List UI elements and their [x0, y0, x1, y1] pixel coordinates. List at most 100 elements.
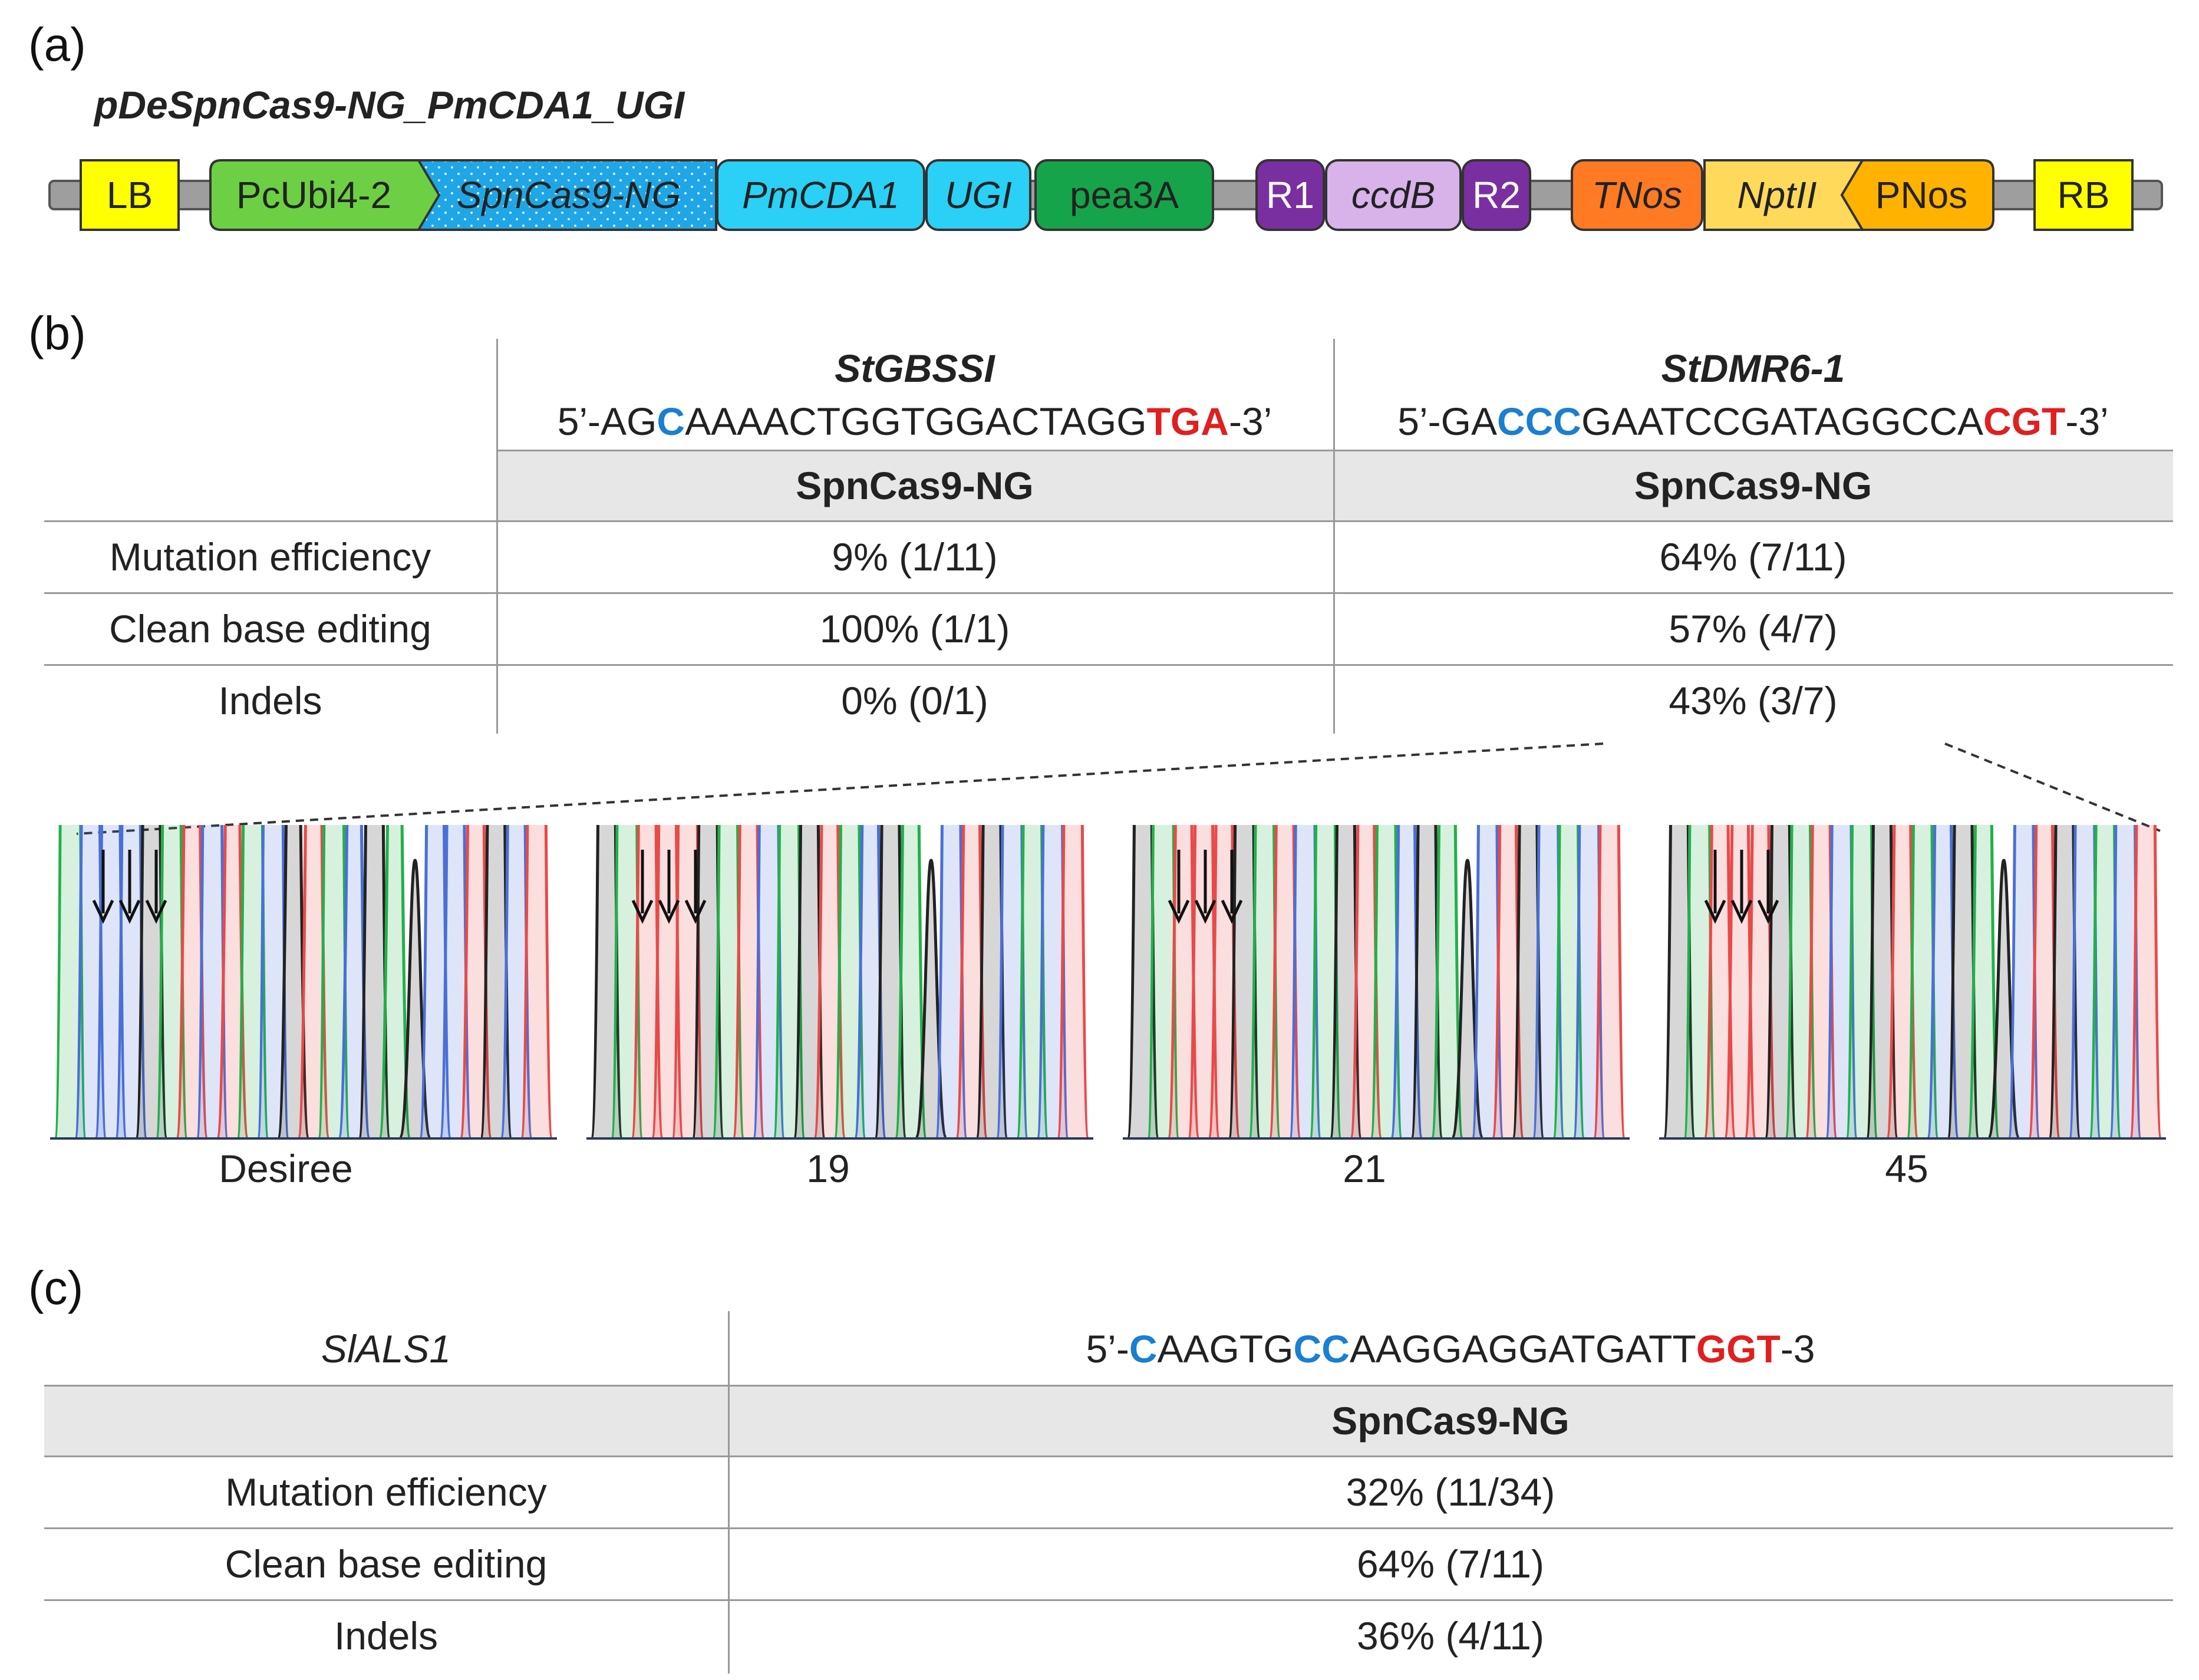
r1-element: R1	[1255, 159, 1325, 231]
trace-peak	[378, 825, 412, 1139]
seq-stdmr6-pam: CGT	[1983, 400, 2066, 443]
tnos-element: TNos	[1571, 159, 1703, 231]
trace-label-45: 45	[1885, 1147, 1928, 1190]
trace-peak	[1329, 825, 1363, 1139]
table-divider	[496, 339, 498, 734]
panel-label-b: (b)	[28, 307, 86, 359]
row-label: Clean base editing	[109, 607, 431, 651]
pea3a-element: pea3A	[1034, 159, 1214, 231]
seq-slals1-pam: GGT	[1696, 1327, 1781, 1371]
enzyme-header-c: SpnCas9-NG	[1331, 1399, 1570, 1443]
table-divider	[44, 664, 2173, 666]
seq-slals1-part-a: AAGTG	[1157, 1327, 1294, 1371]
gene-stgbssi: StGBSSI	[835, 346, 995, 390]
lb-label: LB	[106, 174, 153, 216]
trace-peak	[1865, 825, 1899, 1139]
trace-label-desiree: Desiree	[219, 1147, 353, 1190]
seq-stdmr6-1: 5’-GA CCC GAATCCGATAGGCCA CGT -3’	[1333, 395, 2173, 448]
table-c-header-band	[44, 1386, 2173, 1455]
trace-peak	[1593, 825, 1626, 1139]
seq-slals1-prefix: 5’-	[1086, 1327, 1129, 1371]
chromatogram-trace	[1123, 825, 1630, 1140]
table-divider	[44, 1527, 2173, 1529]
row-label: Indels	[334, 1614, 439, 1658]
arrow-down-icon	[658, 899, 680, 924]
seq-stgbssi-middle: AAAACTGGTGGACTAGG	[685, 400, 1147, 443]
table-divider	[496, 450, 2173, 451]
chromatogram-trace	[586, 825, 1093, 1140]
trace-peak	[1946, 825, 1980, 1139]
trace-peak	[793, 825, 826, 1139]
row-value: 32% (11/34)	[1346, 1470, 1555, 1514]
tnos-label: TNos	[1592, 174, 1682, 216]
table-divider	[1333, 339, 1335, 734]
row-value: 57% (4/7)	[1669, 607, 1838, 651]
table-divider	[44, 520, 2173, 522]
row-value: 43% (3/7)	[1669, 679, 1838, 722]
trace-peak	[1905, 825, 1940, 1139]
rb-label: RB	[2057, 174, 2110, 216]
gene-stdmr6-1: StDMR6-1	[1661, 346, 1845, 390]
trace-peak	[2129, 825, 2162, 1139]
arrow-down-icon	[118, 899, 141, 924]
construct-title: pDeSpnCas9-NG_PmCDA1_UGI	[94, 83, 685, 127]
r1-label: R1	[1266, 174, 1314, 216]
row-label: Clean base editing	[225, 1542, 548, 1586]
nptii-label: NptII	[1737, 174, 1817, 216]
pmcda1-element: PmCDA1	[716, 159, 925, 231]
trace-label-19: 19	[806, 1147, 850, 1190]
row-value: 0% (0/1)	[841, 679, 988, 722]
ccdb-label: ccdB	[1351, 174, 1436, 216]
seq-stgbssi-pam: TGA	[1146, 400, 1229, 443]
trace-peak	[439, 825, 473, 1139]
trace-peak	[256, 825, 290, 1139]
row-value: 100% (1/1)	[819, 607, 1010, 651]
seq-stgbssi-target-c: C	[657, 400, 685, 443]
trace-label-21: 21	[1343, 1147, 1386, 1190]
pnos-label: PNos	[1875, 174, 1968, 216]
trace-peak	[317, 825, 351, 1139]
seq-stgbssi-suffix: -3’	[1228, 400, 1272, 443]
trace-peak	[894, 825, 928, 1139]
trace-peak	[1369, 825, 1403, 1139]
enzyme-header-col1: SpnCas9-NG	[796, 464, 1034, 507]
row-value: 36% (4/11)	[1357, 1614, 1544, 1658]
trace-peak	[1967, 825, 2000, 1139]
trace-peak	[873, 825, 908, 1139]
trace-peak	[1056, 825, 1090, 1139]
ccdb-element: ccdB	[1325, 159, 1462, 231]
row-label: Mutation efficiency	[225, 1470, 547, 1514]
seq-stdmr6-suffix: -3’	[2065, 400, 2109, 443]
enzyme-header-col2: SpnCas9-NG	[1634, 464, 1872, 507]
trace-peak	[1410, 825, 1444, 1139]
trace-peak	[1703, 825, 1737, 1139]
trace-peak	[1430, 825, 1464, 1139]
table-divider	[44, 1599, 2173, 1601]
seq-slals1: 5’- C AAGTG CC AAGGAGGATGATT GGT -3	[728, 1314, 2173, 1384]
nptii-pnos-block	[1703, 159, 1994, 231]
seq-slals1-target-c1: C	[1129, 1327, 1158, 1371]
seq-stdmr6-target-c: CCC	[1496, 400, 1581, 443]
table-divider	[44, 592, 2173, 594]
seq-slals1-part-b: AAGGAGGATGATT	[1349, 1327, 1696, 1371]
row-label: Indels	[218, 679, 322, 722]
lb-element: LB	[80, 159, 180, 231]
trace-peak	[520, 825, 553, 1139]
r2-element: R2	[1462, 159, 1531, 231]
trace-peak	[2007, 825, 2041, 1139]
arrow-down-icon	[1168, 899, 1190, 924]
panel-label-c: (c)	[28, 1262, 84, 1314]
seq-stdmr6-middle: GAATCCGATAGGCCA	[1581, 400, 1984, 443]
chromatogram-trace	[1659, 825, 2166, 1140]
seq-stdmr6-prefix: 5’-GA	[1397, 400, 1497, 443]
arrow-down-icon	[1757, 899, 1779, 924]
row-label: Mutation efficiency	[109, 535, 431, 579]
seq-stgbssi: 5’-AG C AAAACTGGTGGACTAGG TGA -3’	[496, 395, 1333, 448]
promoter-cas9-block	[209, 159, 717, 231]
panel-label-a: (a)	[28, 18, 86, 71]
chromatogram-panel	[50, 825, 2166, 1140]
arrow-down-icon	[145, 899, 167, 924]
arrow-down-icon	[631, 899, 654, 924]
r2-label: R2	[1472, 174, 1521, 216]
trace-peak	[833, 825, 867, 1139]
